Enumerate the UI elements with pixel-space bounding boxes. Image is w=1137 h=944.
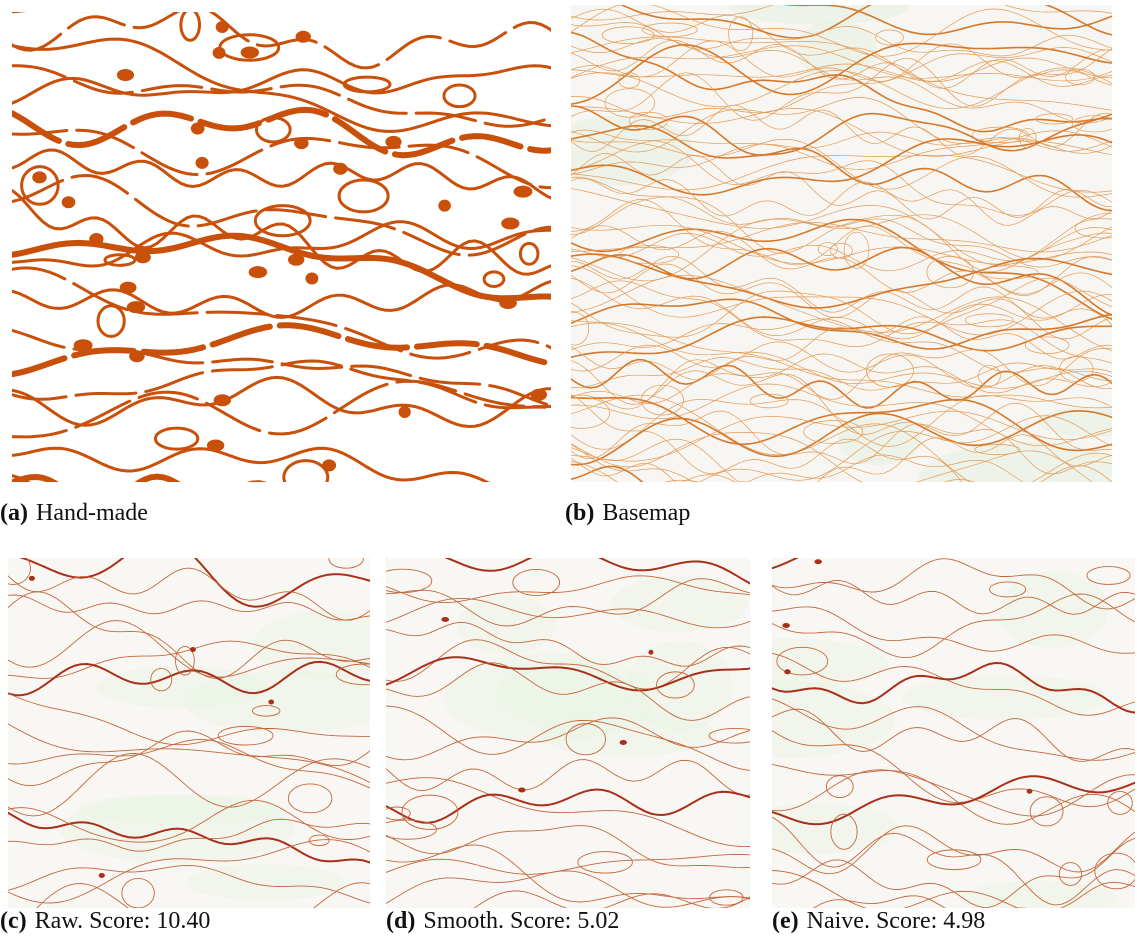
caption-text: Basemap — [602, 500, 690, 526]
figure: (a) Hand-made (b) Basemap (c) Raw. Score: 1… — [0, 0, 1137, 944]
map-smooth — [386, 558, 750, 908]
knoll-dot — [99, 873, 105, 878]
map-hand-made — [12, 12, 551, 482]
caption-text: Raw. Score: 10.40 — [35, 908, 211, 934]
map-basemap — [571, 5, 1112, 482]
knoll-dot — [296, 31, 311, 43]
caption-label: (d) — [386, 908, 415, 934]
knoll-dot — [249, 266, 267, 278]
knoll-dot — [441, 617, 449, 622]
knoll-dot — [518, 788, 525, 793]
caption: (c) Raw. Score: 10.40 — [0, 908, 210, 935]
knoll-dot — [499, 297, 517, 309]
knoll-dot — [216, 21, 229, 33]
knoll-dot — [305, 273, 318, 285]
vegetation-tint — [186, 864, 343, 900]
knoll-dot — [190, 647, 196, 652]
knoll-dot — [782, 623, 789, 628]
knoll-dot — [117, 69, 134, 81]
map-naive — [772, 558, 1135, 908]
knoll-dot — [74, 339, 93, 351]
caption-label: (e) — [772, 908, 799, 934]
knoll-dot — [531, 389, 547, 401]
knoll-dot — [32, 171, 46, 183]
knoll-dot — [213, 47, 226, 59]
knoll-dot — [191, 123, 205, 135]
caption-text: Hand-made — [36, 500, 148, 526]
knoll-dot — [120, 282, 137, 294]
caption-text: Naive. Score: 4.98 — [807, 908, 986, 934]
caption-label: (b) — [565, 500, 594, 526]
knoll-dot — [288, 254, 304, 266]
caption: (e) Naive. Score: 4.98 — [772, 908, 985, 935]
knoll-dot — [784, 669, 790, 674]
knoll-dot — [501, 217, 519, 229]
caption: (a) Hand-made — [0, 500, 148, 527]
knoll-dot — [514, 186, 533, 198]
caption: (b) Basemap — [565, 500, 690, 527]
knoll-dot — [196, 157, 209, 169]
knoll-dot — [399, 406, 411, 418]
knoll-dot — [62, 196, 76, 208]
caption: (d) Smooth. Score: 5.02 — [386, 908, 619, 935]
vegetation-tint — [902, 675, 1107, 720]
knoll-dot — [129, 350, 145, 362]
knoll-dot — [127, 301, 145, 313]
knoll-dot — [648, 650, 653, 655]
knoll-dot — [333, 163, 347, 175]
knoll-dot — [214, 394, 231, 406]
knoll-dot — [322, 459, 336, 471]
vegetation-tint — [78, 794, 285, 825]
knoll-dot — [385, 136, 401, 148]
knoll-dot — [268, 700, 274, 705]
vegetation-tint — [626, 641, 732, 730]
knoll-dot — [438, 200, 451, 212]
knoll-dot — [620, 740, 627, 745]
map-raw — [8, 558, 370, 908]
caption-label: (c) — [0, 908, 27, 934]
knoll-dot — [89, 233, 103, 245]
knoll-dot — [29, 576, 35, 581]
caption-text: Smooth. Score: 5.02 — [423, 908, 619, 934]
knoll-dot — [294, 137, 308, 149]
knoll-dot — [241, 47, 259, 59]
knoll-dot — [207, 440, 224, 452]
caption-label: (a) — [0, 500, 28, 526]
knoll-dot — [1027, 789, 1033, 794]
knoll-dot — [814, 559, 821, 564]
knoll-dot — [135, 251, 151, 263]
